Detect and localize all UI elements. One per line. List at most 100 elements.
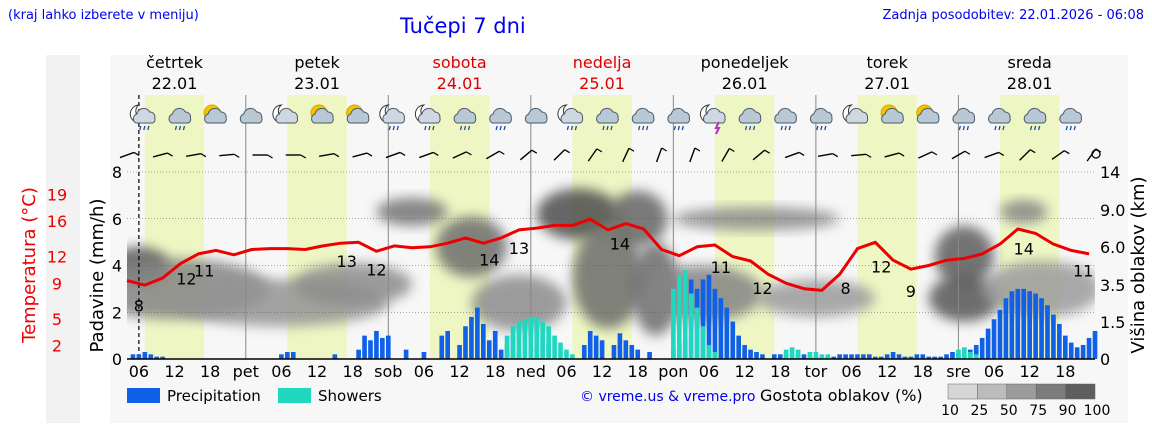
wind-barb	[452, 151, 467, 159]
shower-bar	[807, 351, 813, 359]
precipitation-bar	[973, 344, 979, 359]
precipitation-bar	[754, 351, 759, 359]
temperature-label: 11	[1073, 262, 1093, 281]
precipitation-bar	[872, 356, 878, 359]
x-tick-label: 18	[628, 362, 648, 381]
shower-bar	[700, 326, 706, 359]
cloud-shape	[275, 107, 299, 124]
cloud-shape	[489, 107, 512, 124]
shower-bar	[522, 319, 528, 359]
wind-barb	[1051, 150, 1065, 160]
precipitation-bar	[801, 354, 807, 359]
shower-bar	[552, 335, 557, 359]
day-name: petek	[294, 53, 340, 72]
x-tick-label: 12	[449, 362, 469, 381]
cloud-blob	[999, 200, 1048, 224]
precipitation-bar	[1080, 344, 1086, 359]
right-axis-tick: 3.5	[1100, 276, 1125, 295]
last-update: Zadnja posodobitev: 22.01.2026 - 06:08	[882, 8, 1144, 23]
shower-bar	[504, 335, 510, 359]
rain-drop	[788, 125, 791, 131]
cloud-rain-icon	[631, 107, 655, 131]
wind-barb	[689, 147, 696, 163]
temperature-axis-tick: 12	[47, 248, 67, 267]
cloud-density-tick: 50	[1000, 403, 1018, 419]
x-tick-label: pet	[233, 362, 259, 381]
rain-drop	[467, 125, 471, 131]
cloud-shape	[168, 107, 192, 124]
left-axis-panel	[46, 55, 80, 423]
day-date: 28.01	[1007, 74, 1053, 93]
moon-cloud-rain-icon	[414, 104, 441, 131]
moon-cloud-rain-icon	[129, 104, 156, 131]
precipitation-bar	[136, 354, 142, 359]
cloud-shape	[311, 107, 334, 124]
wind-barb	[152, 152, 168, 158]
x-tick-label: 12	[164, 362, 184, 381]
x-tick-label: sob	[374, 362, 402, 381]
moon-cloud-rain-icon	[557, 104, 584, 131]
cloud-shape	[809, 107, 833, 124]
x-tick-label: 18	[485, 362, 505, 381]
wind-barb-feather	[764, 149, 770, 154]
precipitation-bar	[777, 354, 783, 359]
day-date: 22.01	[152, 74, 198, 93]
x-tick-label: 12	[734, 362, 754, 381]
cloud-density-swatch	[1035, 383, 1066, 400]
shower-bar	[967, 351, 973, 359]
cloud-density-tick: 10	[941, 403, 959, 419]
weather-icon-row	[129, 104, 1082, 135]
wind-barb-feather	[798, 151, 805, 156]
shower-bar	[528, 316, 534, 359]
cloud-blob	[934, 225, 995, 287]
x-tick-label: 18	[200, 362, 220, 381]
wind-barb-feather	[998, 151, 1005, 156]
rain-drop	[428, 125, 431, 131]
cloud-shape	[382, 107, 405, 124]
location-hint[interactable]: (kraj lahko izberete v meniju)	[8, 8, 199, 23]
rain-drop	[182, 125, 186, 131]
temperature-label: 11	[194, 262, 214, 281]
rain-drop	[681, 125, 684, 131]
precipitation-bar	[1009, 291, 1015, 359]
wind-barb-feather	[466, 151, 472, 156]
wind-barb	[1019, 149, 1031, 161]
shower-bar	[671, 288, 676, 359]
precipitation-bar	[457, 344, 462, 359]
shower-bar	[973, 354, 979, 359]
cloud-rain-icon	[667, 107, 691, 131]
cloud-density-title: Gostota oblakov (%)	[760, 386, 923, 405]
rain-drop	[459, 125, 463, 131]
left-axis-tick: 2	[112, 303, 122, 322]
wind-barb-feather	[1029, 149, 1036, 154]
wind-barb	[752, 149, 766, 161]
cloud-shape	[524, 107, 548, 124]
rain-drop	[1065, 125, 1068, 131]
precipitation-bar	[932, 356, 937, 359]
precipitation-bar	[599, 340, 605, 359]
precipitation-bar	[950, 351, 955, 359]
cloud-shape	[881, 107, 904, 124]
wind-barb-feather	[832, 153, 839, 158]
legend-showers-label: Showers	[318, 387, 382, 405]
cloud-blob	[673, 207, 840, 231]
precipitation-bar	[142, 351, 148, 359]
moon-cloud-icon	[842, 104, 869, 124]
wind-barb-feather	[898, 152, 905, 157]
cloud-density-swatch	[977, 383, 1008, 400]
x-tick-label: tor	[805, 362, 828, 381]
precipitation-bar	[742, 344, 747, 359]
rain-drop	[602, 125, 605, 131]
rain-drop	[143, 125, 146, 131]
precipitation-bar	[362, 335, 367, 359]
x-tick-label: pon	[658, 362, 688, 381]
legend: Precipitation Showers © vreme.us & vreme.p…	[127, 383, 1110, 419]
wind-barb	[622, 147, 630, 163]
precipitation-bar	[991, 319, 997, 359]
precipitation-bar	[290, 351, 296, 359]
temperature-label: 8	[840, 279, 850, 298]
shower-bar	[712, 351, 718, 359]
shower-bar	[706, 344, 712, 359]
